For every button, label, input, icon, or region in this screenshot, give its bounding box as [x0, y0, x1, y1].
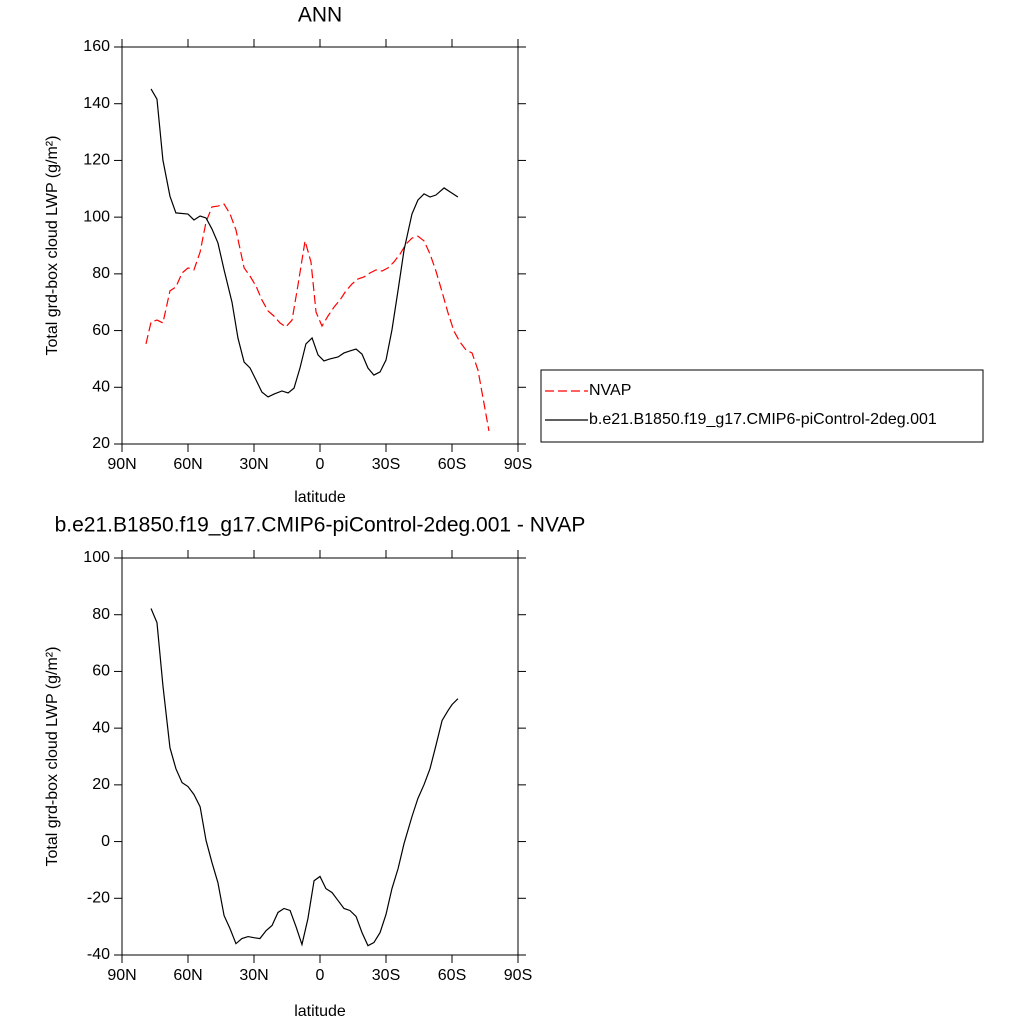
x-axis-label: latitude: [294, 489, 346, 506]
legend-label: b.e21.B1850.f19_g17.CMIP6-piControl-2deg…: [589, 411, 937, 428]
y-tick-label: 20: [92, 435, 110, 452]
chart-title: b.e21.B1850.f19_g17.CMIP6-piControl-2deg…: [55, 514, 586, 537]
x-tick-label: 30N: [239, 456, 268, 473]
legend-box: [540, 369, 984, 443]
plot-frame: [121, 46, 519, 445]
x-tick-label: 90S: [504, 456, 532, 473]
x-tick-label: 90N: [107, 456, 136, 473]
y-tick-label: 80: [92, 606, 110, 623]
y-tick-label: 120: [83, 152, 110, 169]
x-tick-label: 60N: [173, 456, 202, 473]
y-tick-label: 40: [92, 719, 110, 736]
y-axis-label: Total grd-box cloud LWP (g/m²): [44, 136, 61, 356]
y-tick-label: -40: [87, 946, 110, 963]
y-axis-label: Total grd-box cloud LWP (g/m²): [44, 647, 61, 867]
plot-frame: [121, 557, 519, 956]
x-tick-label: 60N: [173, 967, 202, 984]
y-tick-label: 0: [101, 833, 110, 850]
y-tick-label: 100: [83, 549, 110, 566]
x-tick-label: 90S: [504, 967, 532, 984]
y-tick-label: 160: [83, 38, 110, 55]
y-tick-label: 60: [92, 322, 110, 339]
x-tick-label: 0: [316, 967, 325, 984]
y-tick-label: 140: [83, 95, 110, 112]
y-tick-label: 60: [92, 663, 110, 680]
legend-label: NVAP: [589, 382, 631, 399]
y-tick-label: 40: [92, 379, 110, 396]
y-tick-label: 100: [83, 208, 110, 225]
y-tick-label: 80: [92, 265, 110, 282]
data-line: [150, 608, 459, 947]
x-tick-label: 60S: [438, 456, 466, 473]
data-line: [150, 88, 459, 398]
x-tick-label: 60S: [438, 967, 466, 984]
y-tick-label: 20: [92, 776, 110, 793]
x-tick-label: 30S: [372, 456, 400, 473]
x-axis-label: latitude: [294, 1003, 346, 1020]
chart-title: ANN: [298, 4, 342, 27]
data-line: [145, 203, 490, 432]
x-tick-label: 30N: [239, 967, 268, 984]
x-tick-label: 0: [316, 456, 325, 473]
x-tick-label: 30S: [372, 967, 400, 984]
y-tick-label: -20: [87, 890, 110, 907]
x-tick-label: 90N: [107, 967, 136, 984]
